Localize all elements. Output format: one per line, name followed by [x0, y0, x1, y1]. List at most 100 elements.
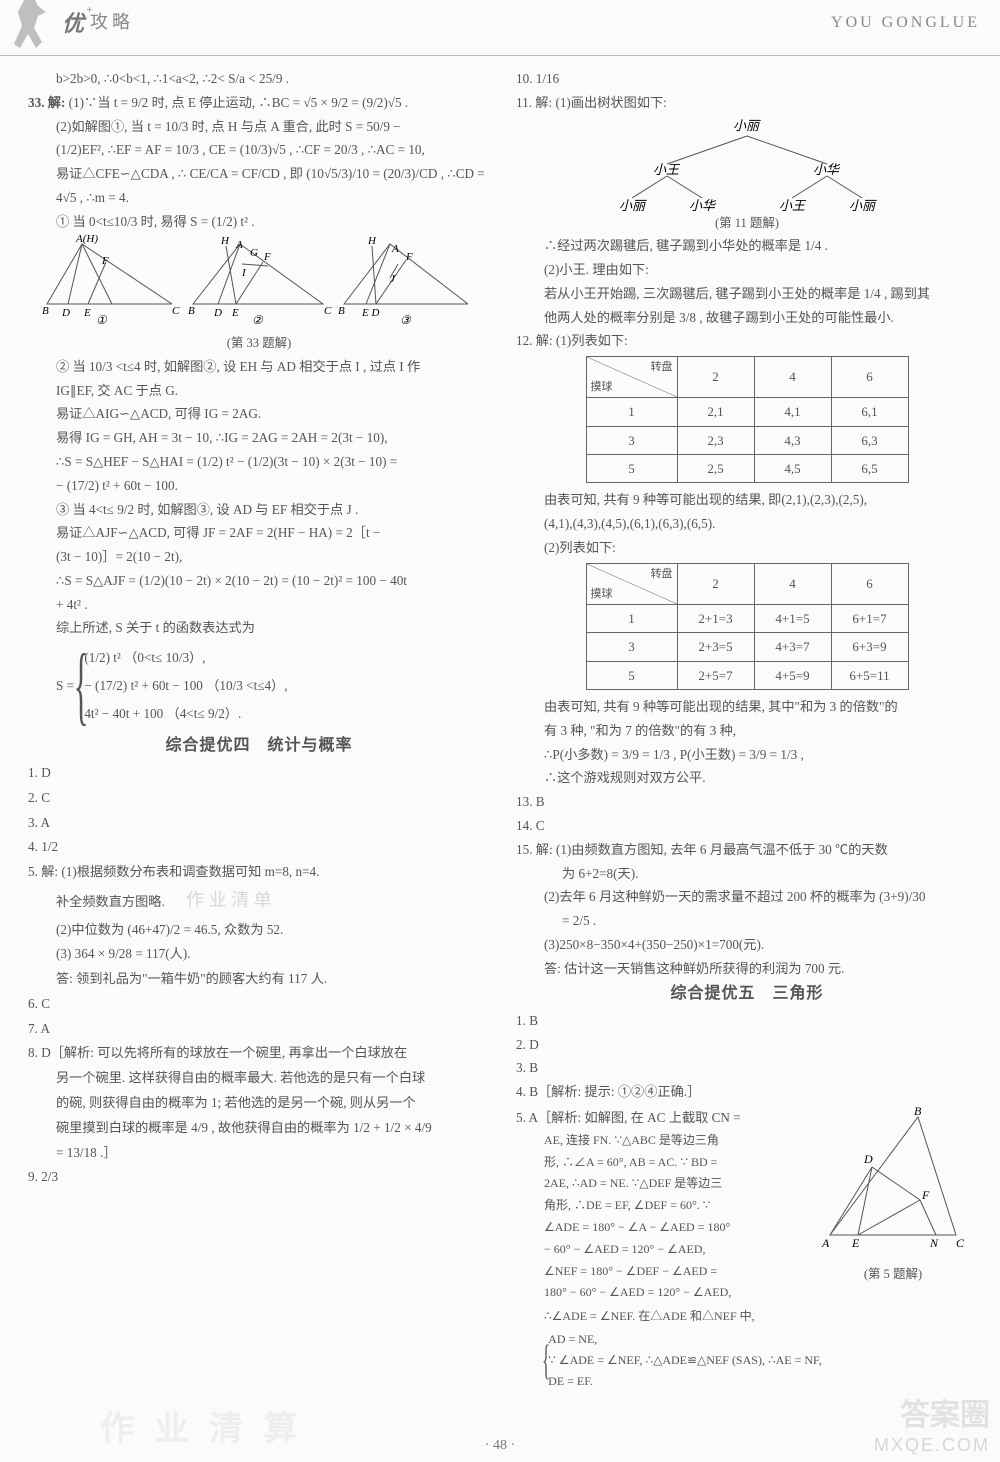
answer: 1. B [516, 1010, 978, 1032]
answer: 4. B［解析: 提示: ①②④正确.］ [516, 1081, 978, 1103]
answer: 4. 1/2 [28, 836, 490, 858]
svg-text:B: B [42, 305, 49, 317]
answer: 14. C [516, 815, 978, 837]
text: 4√5 , ∴m = 4. [28, 187, 490, 209]
svg-text:B: B [914, 1105, 922, 1118]
svg-text:F: F [921, 1188, 930, 1202]
text: 2AE, ∴AD = NE. ∵△DEF 是等边三 [516, 1174, 800, 1194]
text: (1)∵当 t = 9/2 时, 点 E 停止运动, ∴BC = √5 × 9/… [69, 95, 408, 110]
text: (3)250×8−350×4+(350−250)×1=700(元). [516, 934, 978, 956]
answer: 2. D [516, 1034, 978, 1056]
text: (2)中位数为 (46+47)/2 = 46.5, 众数为 52. [28, 919, 490, 941]
svg-text:小华: 小华 [689, 198, 717, 211]
text: 答: 领到礼品为"一箱牛奶"的顾客大约有 117 人. [28, 968, 490, 990]
text: (2)去年 6 月这种鲜奶一天的需求量不超过 200 杯的概率为 (3+9)/3… [516, 886, 978, 908]
svg-text:B: B [188, 305, 195, 317]
text: 补全频数直方图略. 作 业 清 单 [28, 886, 490, 916]
svg-text:D: D [213, 307, 222, 319]
watermark-right: 答案圈 [900, 1390, 990, 1434]
table-12-1: 转盘 摸球 2 4 6 12,14,16,1 32,34,36,3 52,54,… [586, 356, 909, 483]
svg-text:A: A [821, 1236, 830, 1250]
text: ② 当 10/3 <t≤4 时, 如解图②, 设 EH 与 AD 相交于点 I … [28, 356, 490, 378]
piece: 4t² − 40t + 100 （4<t≤ 9/2）. [84, 703, 287, 725]
text: (3t − 10)］= 2(10 − 2t), [28, 546, 490, 568]
text: b>2b>0, ∴0<b<1, ∴1<a<2, ∴2< S/a < 25/9 . [28, 68, 490, 90]
text: ∴经过两次踢毽后, 毽子踢到小华处的概率是 1/4 . [516, 235, 978, 257]
text: ① 当 0<t≤10/3 时, 易得 S = (1/2) t² . [28, 211, 490, 233]
svg-text:①: ① [96, 313, 108, 324]
svg-text:小王: 小王 [653, 162, 681, 177]
section-5-title: 综合提优五 三角形 [516, 981, 978, 1007]
text: ∵ ∠ADE = ∠NEF, ∴△ADE≌△NEF (SAS), ∴AE = N… [548, 1351, 822, 1371]
svg-text:N: N [929, 1236, 939, 1250]
text: AD = NE, [548, 1330, 822, 1350]
answer: 15. 解: (1)由频数直方图知, 去年 6 月最高气温不低于 30 ℃的天数 [516, 839, 978, 861]
svg-text:G: G [250, 247, 258, 259]
svg-text:小丽: 小丽 [733, 118, 761, 133]
svg-text:E: E [83, 307, 91, 319]
text: 碗里摸到白球的概率是 4/9 , 故他获得自由的概率为 1/2 + 1/2 × … [28, 1117, 490, 1139]
svg-text:E D: E D [361, 307, 379, 319]
text: 形, ∴∠A = 60°, AB = AC. ∵ BD = [516, 1153, 800, 1173]
svg-text:F: F [263, 251, 271, 263]
svg-text:C: C [956, 1236, 965, 1250]
answer: 7. A [28, 1018, 490, 1040]
svg-text:I: I [241, 267, 247, 279]
answer: 2. C [28, 787, 490, 809]
text: ∠ADE = 180° − ∠A − ∠AED = 180° [516, 1218, 800, 1238]
text: 若从小王开始踢, 三次踢毽后, 毽子踢到小王处的概率是 1/4 , 踢到其 [516, 283, 978, 305]
answer: 5. 解: (1)根据频数分布表和调查数据可知 m=8, n=4. [28, 861, 490, 883]
svg-text:③: ③ [400, 313, 412, 324]
answer: 11. 解: (1)画出树状图如下: [516, 92, 978, 114]
text: ∴P(小多数) = 3/9 = 1/3 , P(小王数) = 3/9 = 1/3… [516, 744, 978, 766]
svg-text:小王: 小王 [779, 198, 807, 211]
text: IG∥EF, 交 AC 于点 G. [28, 380, 490, 402]
svg-text:A: A [235, 239, 243, 251]
figure-33-caption: (第 33 题解) [28, 333, 490, 354]
text: 易证△CFE∽△CDA , ∴ CE/CA = CF/CD , 即 (10√5/… [28, 163, 490, 185]
answer: 10. 1/16 [516, 68, 978, 90]
table-12-2: 转盘 摸球 2 4 6 12+1=34+1=56+1=7 32+3=54+3=7… [586, 563, 909, 690]
answer: 13. B [516, 791, 978, 813]
text: 易证△AJF∽△ACD, 可得 JF = 2AF = 2(HF − HA) = … [28, 522, 490, 544]
text: AE, 连接 FN. ∵△ABC 是等边三角 [516, 1131, 800, 1151]
text: ③ 当 4<t≤ 9/2 时, 如解图③, 设 AD 与 EF 相交于点 J . [28, 499, 490, 521]
svg-text:D: D [863, 1152, 873, 1166]
svg-text:E: E [851, 1236, 860, 1250]
text: 另一个碗里. 这样获得自由的概率最大. 若他选的是只有一个白球 [28, 1067, 490, 1089]
text: 综上所述, S 关于 t 的函数表达式为 [28, 617, 490, 639]
text: + 4t² . [28, 594, 490, 616]
text: DE = EF. [548, 1372, 822, 1392]
piece: (1/2) t² （0<t≤ 10/3）, [84, 647, 287, 669]
answer: 3. B [516, 1057, 978, 1079]
text: 角形, ∴DE = EF, ∠DEF = 60°. ∵ [516, 1196, 800, 1216]
text: 由表可知, 共有 9 种等可能出现的结果, 即(2,1),(2,3),(2,5)… [516, 489, 978, 511]
svg-text:小丽: 小丽 [619, 198, 647, 211]
text: (2)如解图①, 当 t = 10/3 时, 点 H 与点 A 重合, 此时 S… [28, 116, 490, 138]
figure-33: A(H) F B D E C ① H A G F [28, 234, 468, 324]
figure-5: B D F A E N C [808, 1105, 978, 1255]
answer: 3. A [28, 812, 490, 834]
svg-text:F: F [405, 251, 413, 263]
answer: 1. D [28, 762, 490, 784]
svg-text:F: F [101, 255, 109, 267]
text: ∴这个游戏规则对双方公平. [516, 767, 978, 789]
answer: 5. A［解析: 如解图, 在 AC 上截取 CN = [516, 1107, 800, 1129]
text: − (17/2) t² + 60t − 100. [28, 475, 490, 497]
svg-text:D: D [61, 307, 70, 319]
svg-text:J: J [390, 273, 396, 285]
section-4-title: 综合提优四 统计与概率 [28, 733, 490, 759]
brand-main: 优 [62, 6, 86, 38]
svg-text:H: H [367, 235, 377, 247]
svg-text:A(H): A(H) [75, 234, 98, 245]
text: ∴S = S△HEF − S△HAI = (1/2) t² − (1/2)(3t… [28, 451, 490, 473]
answer: 12. 解: (1)列表如下: [516, 330, 978, 352]
text: = 13/18 .］ [28, 1142, 490, 1164]
text: (4,1),(4,3),(4,5),(6,1),(6,3),(6,5). [516, 513, 978, 535]
text: 答: 估计这一天销售这种鲜奶所获得的利润为 700 元. [516, 958, 978, 980]
svg-text:H: H [220, 235, 230, 247]
text: 由表可知, 共有 9 种等可能出现的结果, 其中"和为 3 的倍数"的 [516, 696, 978, 718]
left-column: b>2b>0, ∴0<b<1, ∴1<a<2, ∴2< S/a < 25/9 .… [28, 66, 490, 1392]
q33-label: 33. 解: [28, 95, 65, 110]
svg-text:E: E [231, 307, 239, 319]
